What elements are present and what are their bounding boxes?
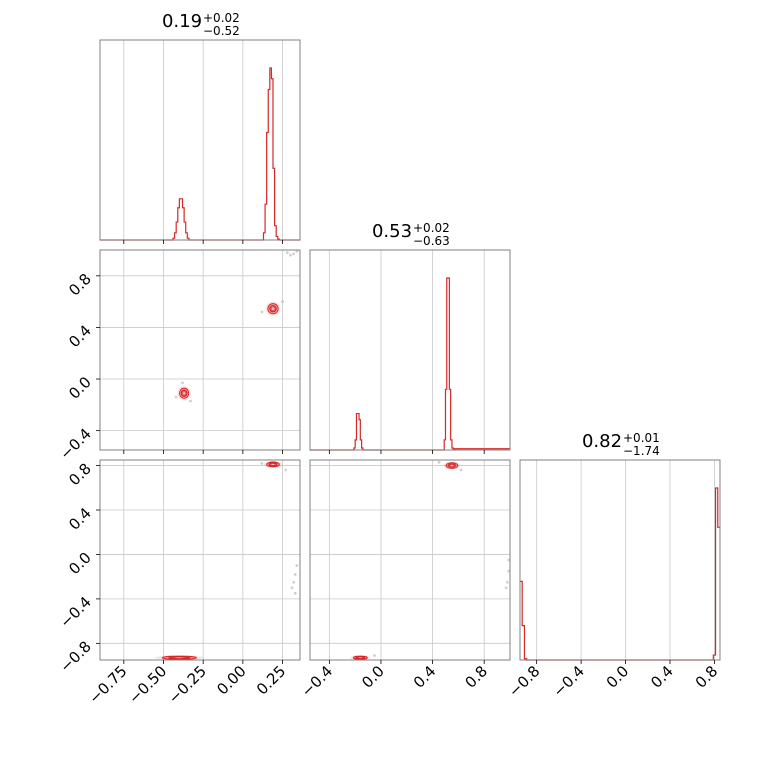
sample-point — [181, 381, 184, 385]
sample-point — [295, 250, 299, 253]
axes-frame — [99, 459, 301, 661]
tick-label-y: 0.8 — [65, 270, 95, 300]
error-minus-3: −1.74 — [623, 444, 660, 458]
density-core — [450, 464, 454, 467]
sample-point — [292, 580, 296, 584]
tick-label-x: 0.0 — [603, 662, 633, 692]
tick-label-x: 0.00 — [213, 662, 249, 698]
sample-point — [189, 399, 192, 403]
scatter-panel-1-3: −0.75−0.50−0.25 0.00 0.25 −0.8 −0.4 0.0 0.4 0.8 — [56, 459, 301, 707]
tick-label-x: −0.75 — [85, 662, 130, 707]
sample-point — [459, 468, 463, 472]
histogram-line-2 — [310, 277, 510, 451]
error-minus-2: −0.63 — [413, 234, 450, 248]
tick-label-x: −0.8 — [505, 662, 543, 700]
sample-point — [507, 558, 510, 562]
median-value-3: 0.82 — [582, 431, 622, 452]
density-core — [358, 657, 363, 659]
tick-label-x: 0.4 — [647, 662, 677, 692]
tick-label-x: 0.8 — [461, 662, 491, 692]
sample-point — [292, 252, 296, 256]
sample-point — [507, 569, 510, 573]
tick-label-y: 0.0 — [65, 549, 95, 579]
tick-label-x: 0.8 — [692, 662, 722, 692]
sample-point — [437, 460, 441, 464]
axes-frame — [99, 39, 301, 241]
sample-point — [260, 461, 264, 465]
scatter-panel-2-3: −0.4 0.0 0.4 0.8 — [298, 459, 511, 701]
axes-frame — [309, 459, 511, 661]
tick-label-y: −0.4 — [56, 425, 94, 463]
scatter-panel-1-2: −0.4 0.0 0.4 0.8 — [56, 249, 301, 463]
density-core — [271, 463, 275, 466]
tick-label-x: 0.25 — [253, 662, 289, 698]
sample-point — [373, 654, 376, 657]
sample-point — [504, 586, 508, 590]
sample-point — [289, 253, 292, 257]
tick-label-x: −0.4 — [549, 662, 587, 700]
tick-label-x: −0.4 — [298, 662, 336, 700]
histogram-line-1 — [100, 67, 300, 241]
tick-label-x: 0.4 — [410, 662, 440, 692]
histogram-panel-1: 0.19 +0.02−0.52 — [99, 11, 301, 244]
density-core — [271, 307, 275, 310]
median-value-2: 0.53 — [372, 221, 412, 242]
axes-frame — [309, 249, 511, 451]
tick-label-y: 0.4 — [65, 504, 95, 534]
axes-frame — [99, 249, 301, 451]
tick-label-x: −0.25 — [165, 662, 210, 707]
density-core — [182, 391, 186, 395]
tick-label-x: −0.50 — [125, 662, 170, 707]
sample-point — [281, 300, 284, 304]
median-value-1: 0.19 — [162, 11, 202, 32]
tick-label-y: −0.8 — [56, 637, 94, 675]
error-minus-1: −0.52 — [203, 24, 240, 38]
tick-label-x: 0.0 — [358, 662, 388, 692]
sample-point — [284, 468, 288, 472]
error-plus-3: +0.01 — [623, 431, 660, 445]
sample-point — [260, 310, 264, 314]
histogram-panel-3: −0.8 −0.4 0.0 0.4 0.8 0.82 +0.01−1.74 — [505, 431, 721, 701]
density-core — [175, 657, 184, 659]
sample-point — [290, 586, 294, 590]
sample-point — [293, 573, 297, 576]
tick-label-y: 0.0 — [65, 373, 95, 403]
error-plus-1: +0.02 — [203, 11, 240, 25]
axes-frame — [519, 459, 721, 661]
tick-label-y: 0.4 — [65, 322, 95, 352]
tick-label-y: 0.8 — [65, 460, 95, 490]
sample-point — [285, 251, 289, 254]
sample-point — [506, 580, 509, 584]
sample-point — [295, 564, 299, 567]
sample-point — [174, 395, 178, 399]
sample-point — [293, 591, 297, 595]
tick-label-y: −0.4 — [56, 593, 94, 631]
histogram-line-3 — [520, 487, 720, 661]
histogram-panel-2: 0.53 +0.02−0.63 — [309, 221, 511, 454]
error-plus-2: +0.02 — [413, 221, 450, 235]
